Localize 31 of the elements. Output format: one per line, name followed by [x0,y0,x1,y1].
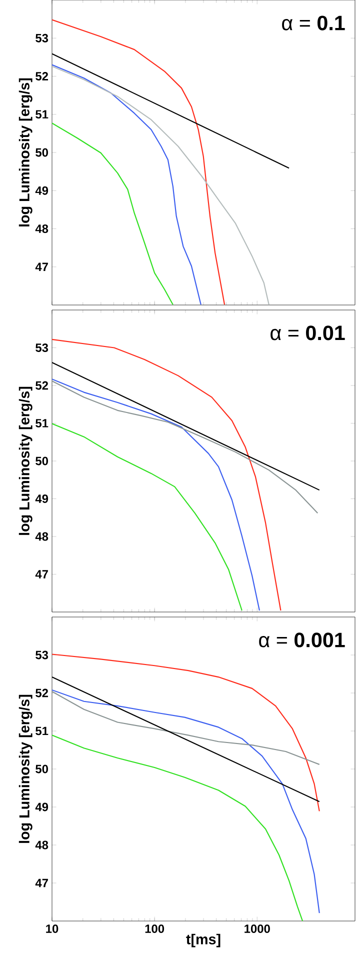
y-tick-label: 51 [36,110,48,119]
x-tick-label: 1000 [244,924,270,933]
annotation: α = 0.001 [259,632,345,648]
y-tick-label: 47 [35,570,48,578]
annotation: α = 0.1 [282,16,345,30]
y-tick-label: 51 [36,419,48,428]
y-tick-label: 51 [36,726,48,736]
y-tick-label: 52 [36,688,48,698]
y-tick-label: 50 [36,764,48,774]
x-tick-label: 10 [46,924,58,933]
y-axis-title: log Luminosity [erg/s] [18,386,32,535]
x-tick-label: 100 [145,924,164,933]
y-tick-label: 48 [35,840,48,850]
y-tick-label: 53 [36,34,48,42]
y-tick-label: 49 [35,186,48,195]
y-axis-title: log Luminosity [erg/s] [18,694,32,843]
annotation: α = 0.01 [270,326,345,340]
y-tick-label: 49 [35,802,48,812]
y-tick-label: 47 [35,878,48,888]
y-axis-title: log Luminosity [erg/s] [18,78,32,226]
x-axis-title: t[ms] [186,934,220,948]
y-tick-label: 50 [36,148,48,157]
y-tick-label: 49 [35,494,48,503]
y-tick-label: 53 [36,344,48,352]
y-tick-label: 53 [36,650,48,660]
y-tick-label: 52 [36,381,48,390]
y-tick-label: 47 [35,262,48,271]
y-tick-label: 48 [35,532,48,541]
y-tick-label: 52 [36,72,48,80]
y-tick-label: 50 [36,456,48,466]
y-tick-label: 48 [35,224,48,233]
